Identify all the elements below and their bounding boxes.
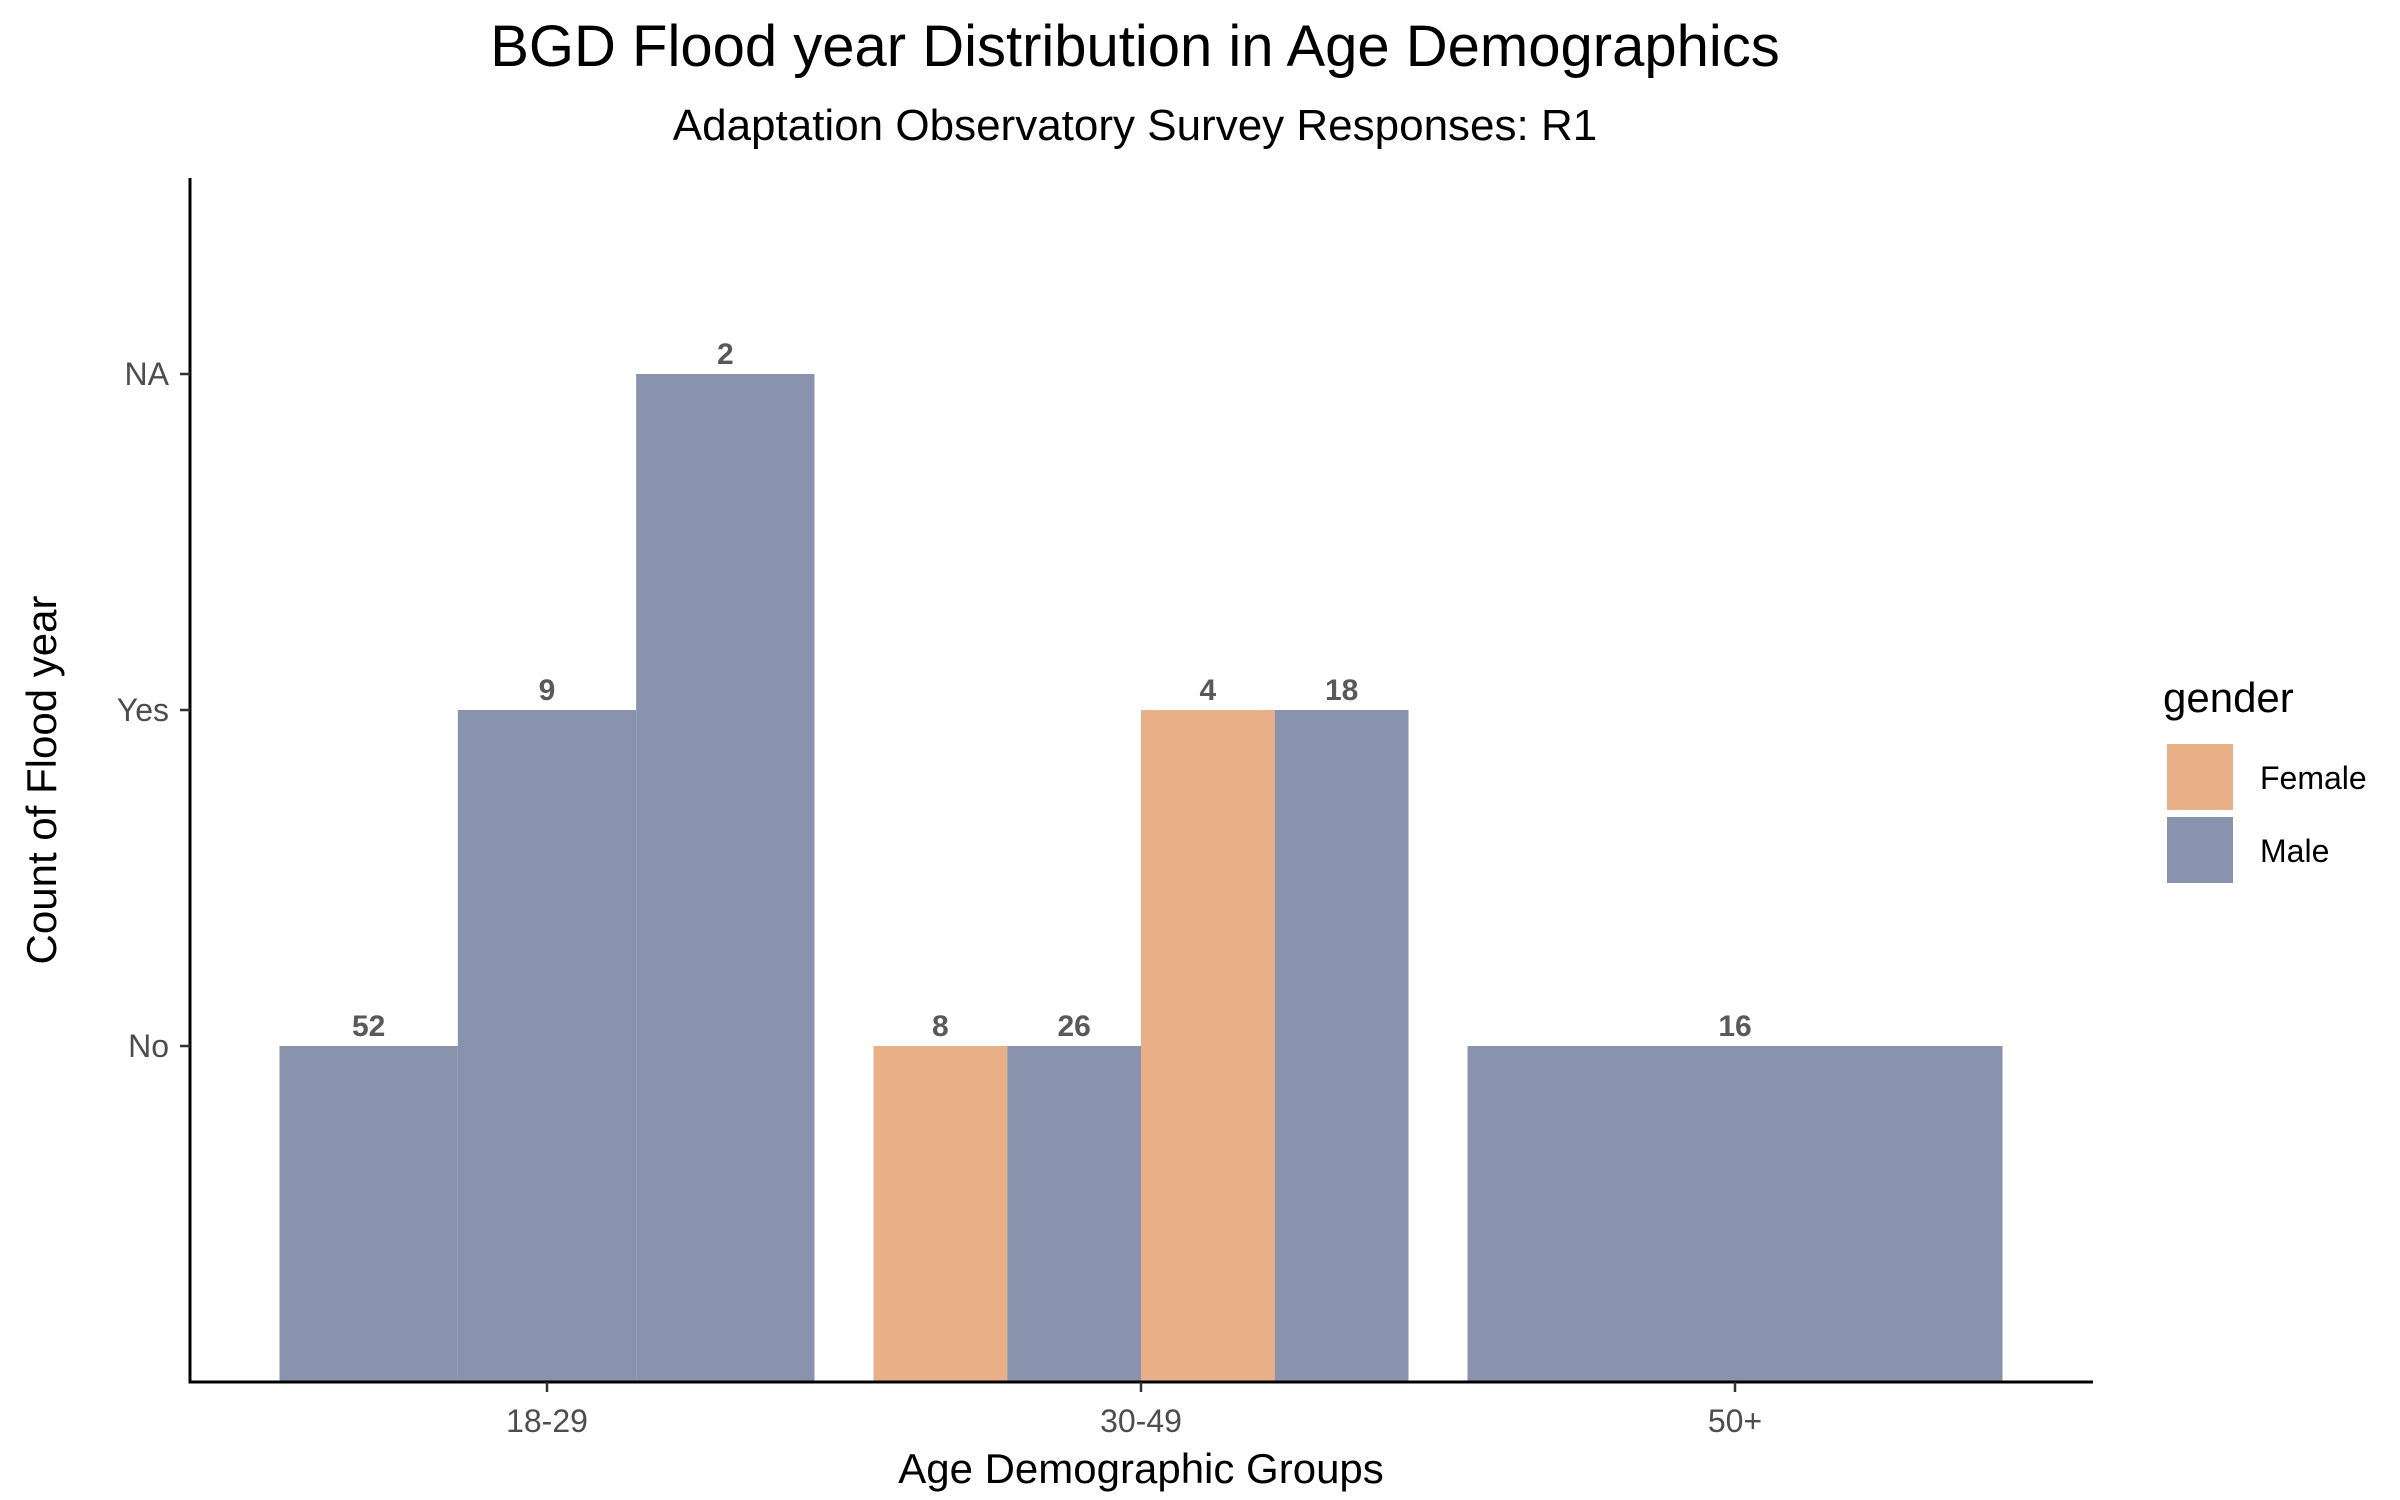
bar-data-label: 16: [1718, 1010, 1751, 1043]
bar-50+-male-no: [1467, 1046, 2003, 1382]
bar-data-label: 18: [1325, 674, 1358, 707]
x-axis-title: Age Demographic Groups: [898, 1445, 1384, 1492]
chart-subtitle: Adaptation Observatory Survey Responses:…: [673, 101, 1597, 150]
bars-layer: [279, 374, 2003, 1382]
data-labels-layer: 52 9 2 8 26 4 18 16: [352, 338, 1752, 1043]
y-tick-label: NA: [125, 356, 170, 392]
bar-30-49-female-yes: [1141, 710, 1275, 1382]
bar-data-label: 4: [1200, 674, 1217, 707]
bar-18-29-male-no: [279, 1046, 458, 1382]
legend-swatch-female: [2167, 744, 2233, 810]
y-axis-title: Count of Flood year: [18, 596, 65, 965]
legend-label-female: Female: [2260, 760, 2367, 796]
x-tick-label: 30-49: [1100, 1403, 1182, 1439]
bar-data-label: 52: [352, 1010, 385, 1043]
bar-18-29-male-na: [636, 374, 815, 1382]
chart-title: BGD Flood year Distribution in Age Demog…: [490, 14, 1779, 79]
bar-18-29-male-yes: [457, 710, 637, 1382]
legend-label-male: Male: [2260, 833, 2329, 869]
x-ticks: 18-29 30-49 50+: [506, 1382, 1762, 1439]
y-tick-label: Yes: [117, 692, 169, 728]
bar-data-label: 26: [1057, 1010, 1090, 1043]
bar-data-label: 8: [932, 1010, 949, 1043]
y-tick-label: No: [128, 1028, 169, 1064]
legend-swatch-male: [2167, 817, 2233, 883]
x-tick-label: 50+: [1708, 1403, 1762, 1439]
bar-30-49-male-yes: [1274, 710, 1409, 1382]
legend: gender Female Male: [2163, 674, 2367, 883]
y-ticks: No Yes NA: [117, 356, 190, 1064]
bar-data-label: 9: [539, 674, 556, 707]
bar-30-49-male-no: [1007, 1046, 1141, 1382]
legend-title: gender: [2163, 674, 2294, 721]
bar-data-label: 2: [717, 338, 734, 371]
bar-30-49-female-no: [873, 1046, 1008, 1382]
x-tick-label: 18-29: [506, 1403, 588, 1439]
